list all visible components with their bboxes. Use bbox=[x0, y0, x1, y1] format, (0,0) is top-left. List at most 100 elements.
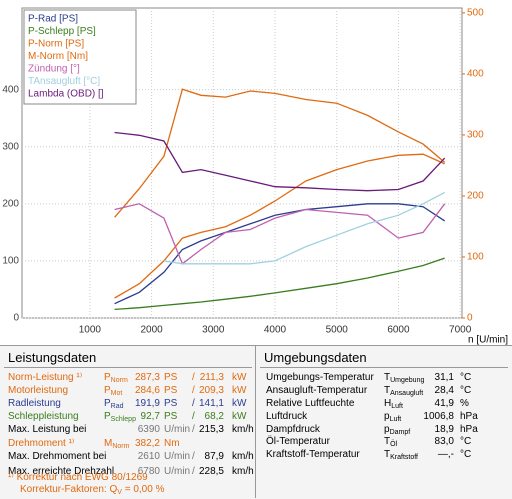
legend-box bbox=[23, 9, 137, 105]
series-line bbox=[114, 203, 446, 265]
row-label: Schleppleistung bbox=[8, 411, 79, 422]
symbol: pDampf bbox=[384, 424, 410, 439]
y-tick-label: 0 bbox=[13, 313, 19, 324]
x-tick-label: 5000 bbox=[326, 325, 349, 336]
y2-tick-label: 100 bbox=[467, 252, 484, 263]
unit: km/h bbox=[232, 424, 254, 435]
row-label: Relative Luftfeuchte bbox=[266, 398, 355, 409]
symbol: TAnsaugluft bbox=[384, 385, 423, 400]
row-label: Öl-Temperatur bbox=[266, 436, 330, 447]
unit: % bbox=[460, 398, 469, 409]
y-tick-label: 200 bbox=[2, 198, 19, 209]
symbol: HLuft bbox=[384, 398, 403, 413]
symbol-letter: P bbox=[104, 411, 111, 422]
symbol-letter: M bbox=[104, 438, 113, 449]
legend: P-Rad [PS]P-Schlepp [PS] P-Norm [PS]M-Nor… bbox=[23, 9, 137, 105]
symbol-letter: P bbox=[104, 385, 111, 396]
value: 215,3 bbox=[198, 424, 224, 435]
symbol-sub: Kraftstoff bbox=[390, 454, 418, 461]
value: 28,4 bbox=[434, 385, 454, 396]
unit: PS bbox=[164, 411, 178, 422]
symbol: PSchlepp bbox=[104, 411, 136, 426]
x-axis-label: n [U/min] bbox=[468, 335, 508, 345]
row-label: Drehmoment ¹⁾ bbox=[8, 438, 75, 449]
footnote-text: ¹⁾ Korrektur nach EWG 80/1269 bbox=[8, 472, 148, 483]
separator: / bbox=[192, 466, 195, 477]
value: 6390 bbox=[137, 424, 160, 435]
unit: hPa bbox=[460, 424, 478, 435]
unit: km/h bbox=[232, 466, 254, 477]
symbol-letter: T bbox=[384, 385, 391, 396]
unit: U/min bbox=[164, 424, 191, 435]
row-label: Motorleistung bbox=[8, 385, 69, 396]
section-title: Umgebungsdaten bbox=[264, 350, 367, 365]
unit: U/min bbox=[164, 451, 191, 462]
value: 87,9 bbox=[204, 451, 224, 462]
unit: PS bbox=[164, 398, 178, 409]
unit: °C bbox=[460, 449, 472, 460]
legend-entry: P-Rad [PS] bbox=[28, 14, 78, 25]
rule bbox=[4, 367, 252, 368]
symbol: PRad bbox=[104, 398, 124, 413]
legend-entry: P-Norm [PS] bbox=[28, 39, 84, 50]
divider bbox=[255, 346, 256, 498]
value: 141,1 bbox=[198, 398, 224, 409]
unit: °C bbox=[460, 436, 472, 447]
x-tick-label: 4000 bbox=[264, 325, 287, 336]
value: 211,3 bbox=[199, 372, 224, 383]
unit: °C bbox=[460, 385, 472, 396]
symbol-sub: Mot bbox=[110, 390, 123, 397]
footnote-after: = 0,00 % bbox=[121, 484, 165, 495]
footnote-sub: V bbox=[117, 489, 122, 496]
section-title: Leistungsdaten bbox=[8, 350, 97, 365]
unit: km/h bbox=[232, 451, 254, 462]
symbol-letter: p bbox=[384, 424, 390, 435]
unit: kW bbox=[232, 411, 247, 422]
unit: hPa bbox=[460, 411, 478, 422]
legend-entry: P-Schlepp [PS] bbox=[28, 26, 96, 37]
symbol-letter: H bbox=[384, 398, 392, 409]
value: 18,9 bbox=[434, 424, 454, 435]
symbol-sub: Umgebung bbox=[390, 377, 425, 384]
symbol-letter: T bbox=[384, 449, 391, 460]
value: 1006,8 bbox=[423, 411, 454, 422]
y2-tick-label: 400 bbox=[467, 69, 484, 80]
footnote-text: Korrektur-Faktoren: Q bbox=[20, 484, 118, 495]
symbol-sub: Luft bbox=[391, 403, 403, 410]
separator: / bbox=[192, 372, 195, 383]
unit: kW bbox=[232, 372, 247, 383]
data-panel bbox=[0, 345, 512, 499]
symbol: MNorm bbox=[104, 438, 129, 453]
value: 287,3 bbox=[134, 372, 160, 383]
series-line bbox=[114, 131, 446, 192]
x-tick-label: 1000 bbox=[79, 325, 102, 336]
row-label: Kraftstoff-Temperatur bbox=[266, 449, 360, 460]
footnote: Korrektur-Faktoren: QV = 0,00 % bbox=[20, 484, 164, 499]
x-tick-label: 3000 bbox=[202, 325, 225, 336]
row-label: Max. Leistung bei bbox=[8, 424, 87, 435]
row-label: Max. Drehmoment bei bbox=[8, 451, 107, 462]
symbol-letter: T bbox=[384, 436, 391, 447]
y2-tick-label: 500 bbox=[467, 8, 484, 19]
unit: °C bbox=[460, 372, 472, 383]
value: 83,0 bbox=[434, 436, 454, 447]
symbol: pLuft bbox=[384, 411, 401, 426]
symbol-sub: Luft bbox=[389, 416, 402, 423]
y2-tick-label: 200 bbox=[467, 191, 484, 202]
row-label: Ansaugluft-Temperatur bbox=[266, 385, 368, 396]
value: 41,9 bbox=[434, 398, 454, 409]
unit: kW bbox=[232, 385, 247, 396]
footnote: ¹⁾ Korrektur nach EWG 80/1269 bbox=[8, 472, 148, 484]
row-label: Max. erreichte Drehzahl bbox=[8, 466, 115, 477]
series-line bbox=[114, 203, 446, 305]
value: 31,1 bbox=[434, 372, 454, 383]
symbol: PMot bbox=[104, 385, 122, 400]
symbol-letter: P bbox=[104, 372, 111, 383]
value: 382,2 bbox=[134, 438, 160, 449]
legend-entry: Zündung [°] bbox=[28, 64, 80, 75]
symbol: TUmgebung bbox=[384, 372, 424, 387]
value: 6780 bbox=[137, 466, 160, 477]
separator: / bbox=[192, 411, 195, 422]
rule bbox=[260, 367, 508, 368]
